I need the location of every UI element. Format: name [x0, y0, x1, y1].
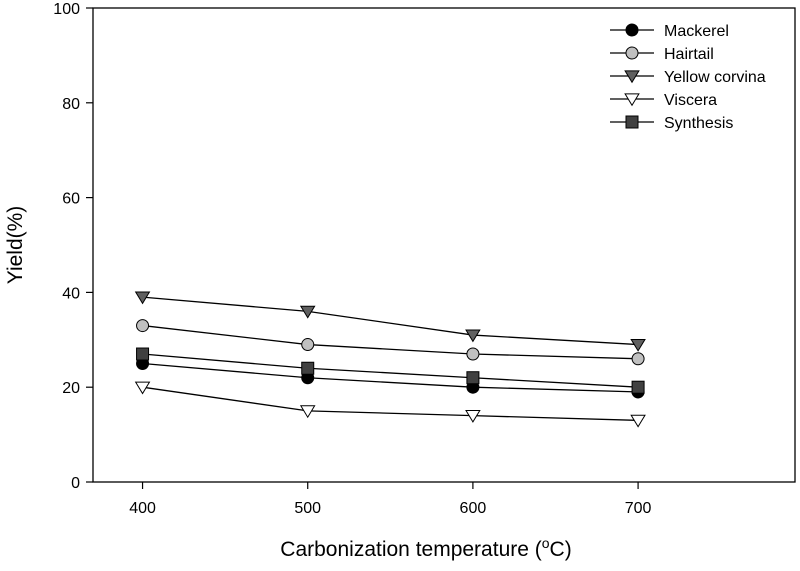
- series-line-viscera: [142, 386, 639, 422]
- data-point-viscera: [465, 410, 481, 423]
- series-line-mackerel: [142, 362, 639, 393]
- x-axis: 400 500 600 700: [129, 482, 652, 517]
- series-viscera: [134, 381, 646, 428]
- series-line-synthesis: [142, 353, 639, 388]
- data-point-synthesis: [466, 371, 480, 385]
- legend-label-hairtail: Hairtail: [664, 46, 714, 63]
- y-axis-label: Yield(%): [4, 206, 27, 285]
- series-layer: [134, 291, 646, 428]
- legend-label-yellow-corvina: Yellow corvina: [664, 69, 766, 86]
- data-point-viscera: [134, 381, 151, 395]
- data-point-hairtail: [301, 338, 315, 352]
- plot-frame: [92, 7, 796, 483]
- y-tick-label: 60: [62, 191, 80, 208]
- x-tick-label: 700: [625, 500, 652, 517]
- legend-item-synthesis: Synthesis: [610, 115, 733, 132]
- legend-label-mackerel: Mackerel: [664, 23, 729, 40]
- legend-label-synthesis: Synthesis: [664, 115, 733, 132]
- x-axis-label-unit-sup: o: [542, 535, 550, 551]
- x-axis-label-main: Carbonization temperature (: [280, 538, 541, 561]
- legend-item-hairtail: Hairtail: [610, 46, 714, 63]
- x-axis-label-unit-tail: C): [550, 538, 572, 561]
- legend-marker-hairtail: [625, 46, 639, 60]
- y-tick-label: 80: [62, 96, 80, 113]
- data-point-synthesis: [301, 361, 315, 375]
- series-yellow-corvina: [134, 291, 646, 352]
- y-axis: 0 20 40 60 80 100: [53, 1, 93, 492]
- legend-marker-synthesis: [625, 115, 639, 129]
- legend-label-viscera: Viscera: [664, 92, 717, 109]
- x-tick-label: 500: [294, 500, 321, 517]
- legend: Mackerel Hairtail Yellow corvina Viscera Syn…: [610, 23, 766, 132]
- y-tick-label: 20: [62, 380, 80, 397]
- data-point-yellow-corvina: [630, 338, 646, 352]
- legend-item-viscera: Viscera: [610, 92, 717, 109]
- legend-marker-yellow-corvina: [624, 70, 640, 84]
- data-point-hairtail: [136, 319, 150, 333]
- legend-item-yellow-corvina: Yellow corvina: [610, 69, 766, 86]
- data-point-yellow-corvina: [299, 305, 316, 319]
- data-point-viscera: [299, 405, 316, 419]
- series-line-hairtail: [142, 324, 639, 360]
- legend-marker-mackerel: [625, 23, 639, 37]
- series-mackerel: [136, 357, 645, 399]
- series-line-yellow-corvina: [142, 296, 639, 346]
- x-tick-label: 400: [129, 500, 156, 517]
- data-point-hairtail: [466, 347, 480, 361]
- y-tick-label: 40: [62, 285, 80, 302]
- legend-marker-viscera: [624, 93, 640, 107]
- data-point-viscera: [630, 414, 646, 428]
- x-tick-label: 600: [460, 500, 487, 517]
- data-point-yellow-corvina: [465, 329, 481, 343]
- data-point-synthesis: [136, 347, 150, 361]
- data-point-synthesis: [631, 380, 645, 394]
- data-point-yellow-corvina: [134, 291, 151, 305]
- series-hairtail: [136, 319, 645, 366]
- legend-item-mackerel: Mackerel: [610, 23, 729, 40]
- series-synthesis: [136, 347, 645, 394]
- x-axis-label: Carbonization temperature (oC): [280, 535, 571, 561]
- y-tick-label: 100: [53, 1, 80, 18]
- data-point-hairtail: [631, 352, 645, 366]
- y-tick-label: 0: [71, 475, 80, 492]
